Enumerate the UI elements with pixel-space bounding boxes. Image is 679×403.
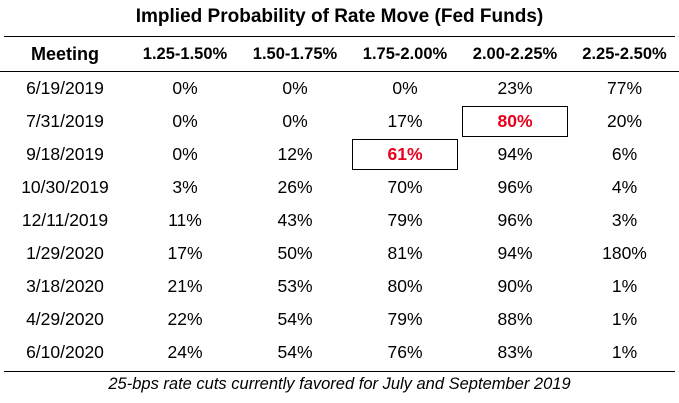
probability-cell: 76%	[387, 342, 423, 362]
meeting-date-cell: 6/10/2020	[26, 342, 104, 362]
column-header-range: 1.25-1.50%	[142, 45, 228, 63]
meeting-date-cell: 1/29/2020	[26, 243, 104, 263]
probability-cell: 23%	[497, 78, 533, 98]
probability-cell: 90%	[497, 276, 533, 296]
probability-cell: 6%	[611, 144, 638, 164]
probability-cell: 80%	[387, 276, 423, 296]
table-row: 7/31/2019 0% 0% 17% 80% 20%	[0, 105, 679, 138]
probability-cell: 26%	[277, 177, 313, 197]
probability-cell: 17%	[167, 243, 203, 263]
table-row: 12/11/2019 11% 43% 79% 96% 3%	[0, 204, 679, 237]
highlighted-probability-cell: 61%	[350, 138, 460, 171]
meeting-date-cell: 3/18/2020	[26, 276, 104, 296]
table-row: 4/29/2020 22% 54% 79% 88% 1%	[0, 303, 679, 336]
probability-cell: 96%	[497, 210, 533, 230]
probability-cell: 24%	[167, 342, 203, 362]
table-row: 6/19/2019 0% 0% 0% 23% 77%	[0, 72, 679, 106]
column-header-range: 1.50-1.75%	[252, 45, 338, 63]
table-row: 3/18/2020 21% 53% 80% 90% 1%	[0, 270, 679, 303]
probability-cell: 180%	[602, 243, 647, 263]
probability-cell: 1%	[611, 276, 638, 296]
probability-cell: 54%	[277, 309, 313, 329]
meeting-date-cell: 7/31/2019	[26, 111, 104, 131]
probability-cell: 22%	[167, 309, 203, 329]
probability-cell: 3%	[611, 210, 638, 230]
probability-cell: 50%	[277, 243, 313, 263]
probability-cell: 3%	[172, 177, 198, 197]
bottom-divider	[4, 371, 675, 372]
meeting-date-cell: 9/18/2019	[26, 144, 104, 164]
table-body: 6/19/2019 0% 0% 0% 23% 77% 7/31/2019 0% 0% 17% 80%…	[0, 72, 679, 370]
probability-cell: 17%	[387, 111, 423, 131]
probability-cell: 11%	[168, 210, 202, 230]
probability-cell: 54%	[277, 342, 313, 362]
probability-cell: 0%	[172, 144, 198, 164]
probability-cell: 0%	[172, 78, 198, 98]
table-row: 9/18/2019 0% 12% 61% 94% 6%	[0, 138, 679, 171]
probability-cell: 0%	[282, 78, 308, 98]
probability-cell: 77%	[606, 78, 643, 98]
title-divider	[4, 36, 675, 37]
meeting-date-cell: 12/11/2019	[21, 210, 109, 230]
probability-cell: 12%	[277, 144, 313, 164]
table-row: 10/30/2019 3% 26% 70% 96% 4%	[0, 171, 679, 204]
probability-cell: 81%	[387, 243, 423, 263]
probability-cell: 94%	[497, 144, 533, 164]
probability-cell: 79%	[387, 210, 423, 230]
probability-table: Meeting 1.25-1.50% 1.50-1.75% 1.75-2.00%…	[0, 38, 679, 369]
meeting-date-cell: 10/30/2019	[21, 177, 109, 197]
chart-title: Implied Probability of Rate Move (Fed Fu…	[135, 6, 544, 27]
probability-cell: 20%	[606, 111, 643, 131]
highlighted-probability-cell: 80%	[460, 105, 570, 138]
probability-cell: 21%	[167, 276, 203, 296]
meeting-date-cell: 6/19/2019	[26, 78, 104, 98]
probability-cell: 4%	[611, 177, 638, 197]
column-header-range: 2.25-2.50%	[582, 45, 667, 63]
probability-cell: 79%	[387, 309, 423, 329]
probability-cell: 1%	[611, 342, 638, 362]
probability-cell: 0%	[392, 78, 418, 98]
probability-cell: 70%	[387, 177, 423, 197]
probability-cell: 83%	[497, 342, 533, 362]
probability-cell: 88%	[497, 309, 533, 329]
table-row: 6/10/2020 24% 54% 76% 83% 1%	[0, 336, 679, 369]
header-row: Meeting 1.25-1.50% 1.50-1.75% 1.75-2.00%…	[0, 38, 679, 72]
meeting-date-cell: 4/29/2020	[26, 309, 104, 329]
column-header-range: 1.75-2.00%	[362, 45, 448, 63]
probability-cell: 0%	[172, 111, 198, 131]
probability-cell: 96%	[497, 177, 533, 197]
column-header-range: 2.00-2.25%	[472, 45, 558, 63]
column-header-meeting: Meeting	[30, 44, 99, 64]
probability-cell: 53%	[277, 276, 313, 296]
probability-cell: 43%	[277, 210, 313, 230]
probability-cell: 0%	[282, 111, 308, 131]
table-row: 1/29/2020 17% 50% 81% 94% 180%	[0, 237, 679, 270]
footnote: 25-bps rate cuts currently favored for J…	[108, 375, 571, 393]
probability-cell: 94%	[497, 243, 533, 263]
probability-cell: 1%	[611, 309, 638, 329]
